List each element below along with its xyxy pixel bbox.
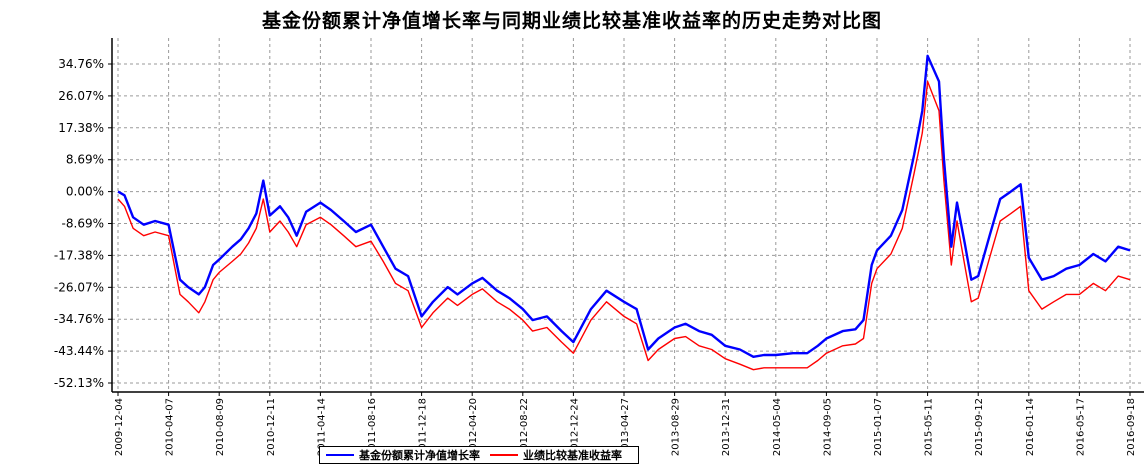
- x-tick-label: 2011-08-16: [367, 398, 378, 456]
- legend: 基金份额累计净值增长率 业绩比较基准收益率: [319, 446, 639, 464]
- x-tick-label: 2014-09-05: [822, 398, 833, 456]
- y-tick-label: -43.44%: [54, 344, 104, 358]
- x-tick-label: 2010-04-07: [165, 398, 176, 456]
- y-tick-label: -52.13%: [54, 376, 104, 390]
- legend-swatch-fund: [326, 454, 354, 456]
- legend-item-fund: 基金份额累计净值增长率: [326, 447, 480, 463]
- x-tick-label: 2011-04-14: [316, 398, 327, 456]
- x-tick-label: 2010-12-11: [266, 398, 277, 456]
- y-tick-label: -8.69%: [62, 217, 104, 231]
- x-tick-label: 2016-01-14: [1025, 398, 1036, 456]
- legend-swatch-benchmark: [490, 454, 518, 456]
- legend-label-benchmark: 业绩比较基准收益率: [523, 449, 622, 462]
- y-tick-label: -34.76%: [54, 312, 104, 326]
- x-tick-label: 2009-12-04: [114, 398, 125, 456]
- x-tick-label: 2012-12-24: [569, 398, 580, 456]
- x-tick-label: 2013-08-29: [671, 398, 682, 456]
- y-tick-label: 17.38%: [58, 121, 104, 135]
- y-tick-label: -17.38%: [54, 248, 104, 262]
- x-tick-label: 2015-09-12: [974, 398, 985, 456]
- chart-title: 基金份额累计净值增长率与同期业绩比较基准收益率的历史走势对比图: [261, 10, 882, 32]
- y-tick-labels: 34.76% 26.07% 17.38% 8.69% 0.00% -8.69% -17.38…: [54, 57, 104, 390]
- x-tick-label: 2014-05-04: [772, 398, 783, 456]
- x-tick-label: 2012-08-22: [519, 398, 530, 456]
- y-tick-label: 26.07%: [58, 89, 104, 103]
- x-tick-label: 2012-04-20: [468, 398, 479, 456]
- x-tick-label: 2013-04-27: [620, 398, 631, 456]
- x-tick-label: 2016-05-17: [1075, 398, 1086, 456]
- y-tick-label: 0.00%: [66, 185, 104, 199]
- x-tick-label: 2015-01-07: [873, 398, 884, 456]
- legend-item-benchmark: 业绩比较基准收益率: [490, 447, 622, 463]
- x-tick-label: 2016-09-18: [1126, 398, 1137, 456]
- y-tick-label: 34.76%: [58, 57, 104, 71]
- series-layer: [117, 54, 1131, 371]
- x-tick-label: 2015-05-11: [924, 398, 935, 456]
- x-tick-label: 2013-12-31: [721, 398, 732, 456]
- x-tick-label: 2010-08-09: [215, 398, 226, 456]
- y-tick-label: 8.69%: [66, 153, 104, 167]
- x-tick-labels: 2009-12-04 2010-04-07 2010-08-09 2010-12-11…: [114, 398, 1137, 456]
- axis-layer: [108, 38, 1144, 396]
- x-tick-label: 2011-12-18: [418, 398, 429, 456]
- legend-label-fund: 基金份额累计净值增长率: [359, 449, 480, 462]
- series-line-fund: [117, 54, 1131, 358]
- y-tick-label: -26.07%: [54, 280, 104, 294]
- series-line-benchmark: [117, 80, 1131, 371]
